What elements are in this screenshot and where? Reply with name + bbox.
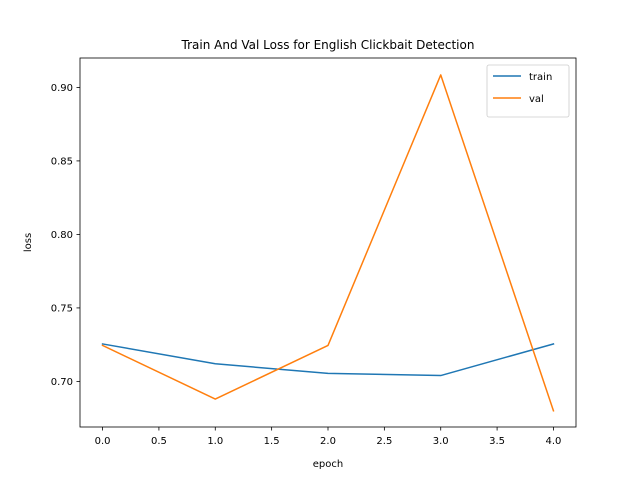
legend-box	[486, 64, 570, 118]
chart-title: Train And Val Loss for English Clickbait…	[181, 38, 475, 52]
y-tick-label: 0.70	[51, 377, 73, 388]
x-tick-label: 1.0	[207, 436, 223, 447]
y-tick-label: 0.85	[51, 157, 73, 168]
x-tick-label: 0.0	[95, 436, 111, 447]
x-tick-label: 3.0	[433, 436, 449, 447]
y-tick-label: 0.75	[51, 304, 73, 315]
y-tick-label: 0.90	[51, 83, 73, 94]
legend-label-train: train	[529, 72, 552, 83]
legend: train val	[486, 64, 570, 118]
x-tick-label: 1.5	[264, 436, 280, 447]
series-line-val	[101, 74, 555, 412]
series-line-train	[101, 343, 555, 377]
x-axis-label: epoch	[313, 459, 343, 470]
y-tick-label: 0.80	[51, 230, 73, 241]
x-tick-label: 0.5	[151, 436, 167, 447]
x-tick-label: 3.5	[489, 436, 505, 447]
legend-label-val: val	[529, 94, 544, 105]
y-axis-label: loss	[23, 233, 34, 252]
plot-frame	[79, 57, 577, 428]
x-tick-label: 2.0	[320, 436, 336, 447]
x-tick-label: 2.5	[376, 436, 392, 447]
x-tick-label: 4.0	[546, 436, 562, 447]
